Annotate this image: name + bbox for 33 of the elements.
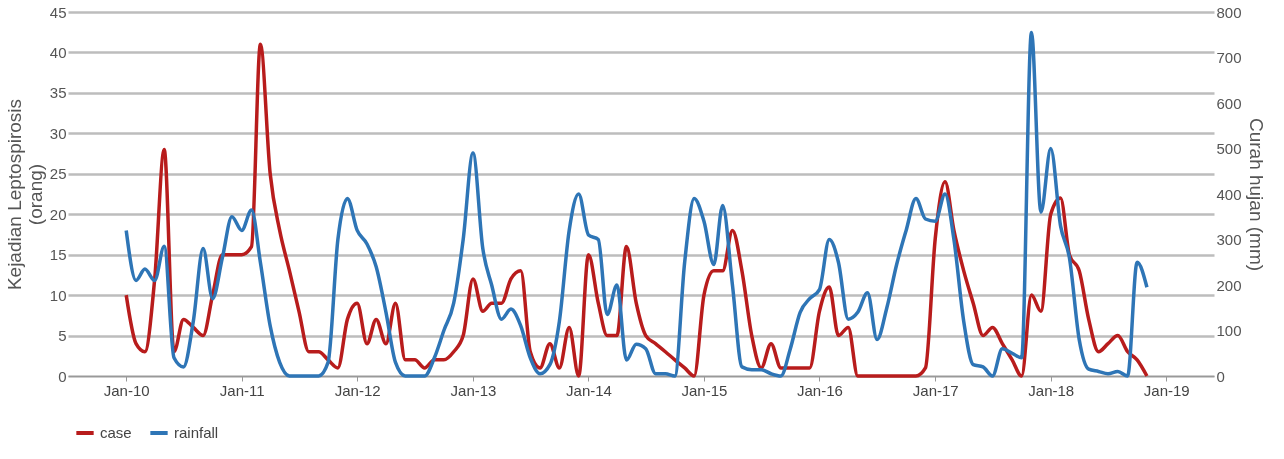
y2-tick-label: 700 xyxy=(1216,49,1242,66)
y2-tick-label: 300 xyxy=(1216,231,1242,248)
y2-tick-label: 0 xyxy=(1216,367,1225,385)
y-tick-label: 15 xyxy=(49,246,67,264)
x-tick-label: Jan-17 xyxy=(912,381,959,399)
y-tick-label: 10 xyxy=(49,286,67,304)
legend-label: rainfall xyxy=(174,424,219,441)
y-tick-label: 30 xyxy=(49,124,67,142)
x-tick-label: Jan-18 xyxy=(1028,381,1075,399)
y-tick-label: 40 xyxy=(49,43,67,61)
y-tick-label: 25 xyxy=(49,165,67,183)
y-tick-label: 45 xyxy=(49,3,67,21)
y-tick-label: 5 xyxy=(58,327,67,345)
legend-label: case xyxy=(100,424,132,441)
y2-tick-label: 600 xyxy=(1216,94,1242,112)
y-tick-label: 0 xyxy=(58,367,67,385)
y2-tick-label: 400 xyxy=(1216,185,1242,203)
y2-axis-title: Curah hujan (mm) xyxy=(1245,117,1267,272)
x-tick-label: Jan-13 xyxy=(450,381,497,399)
x-tick-label: Jan-14 xyxy=(566,381,612,399)
x-tick-label: Jan-19 xyxy=(1143,381,1190,399)
y2-tick-label: 500 xyxy=(1216,140,1242,157)
x-tick-label: Jan-12 xyxy=(334,381,381,399)
y2-tick-label: 100 xyxy=(1216,322,1242,339)
x-tick-label: Jan-15 xyxy=(681,381,728,399)
y-tick-label: 20 xyxy=(49,205,67,223)
y2-tick-label: 200 xyxy=(1216,276,1242,294)
y-tick-label: 35 xyxy=(49,84,67,102)
y-axis-title: Kejadian Leptospirosis (orang) xyxy=(3,98,46,291)
x-tick-label: Jan-10 xyxy=(103,381,150,399)
x-tick-label: Jan-16 xyxy=(797,381,843,399)
x-tick-label: Jan-11 xyxy=(219,381,265,399)
y2-tick-label: 800 xyxy=(1216,3,1242,21)
